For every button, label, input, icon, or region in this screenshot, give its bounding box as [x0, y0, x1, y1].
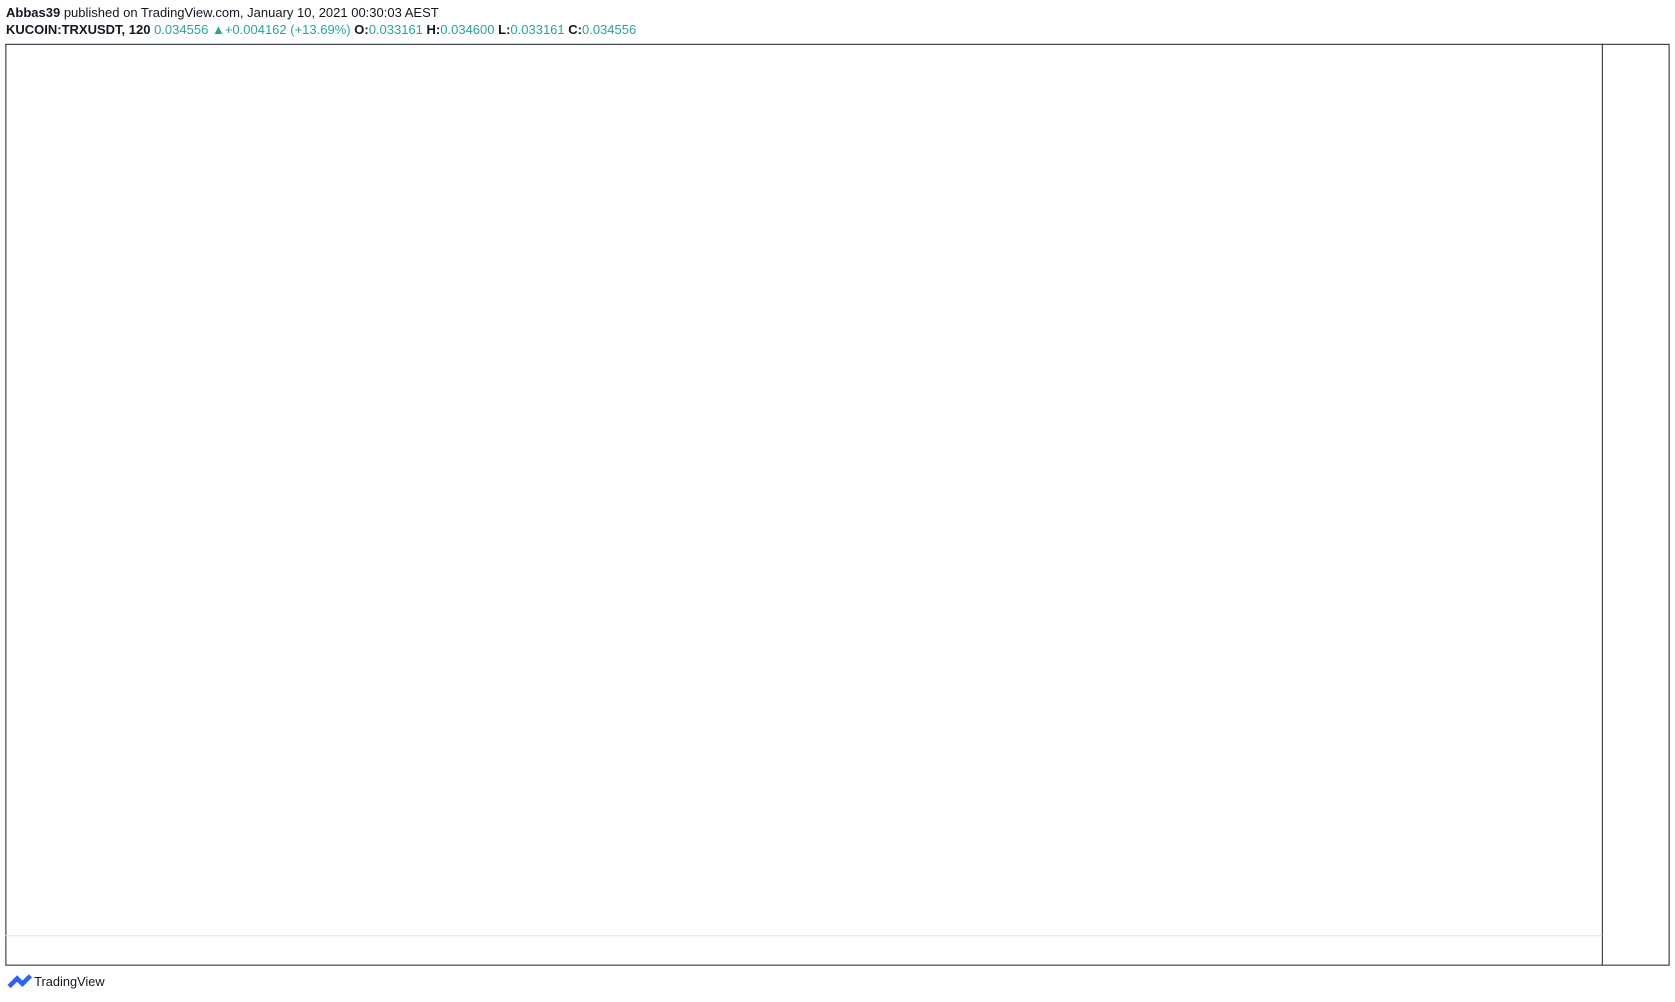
- logo-icon: [7, 974, 33, 989]
- change: +0.004162 (+13.69%): [224, 22, 351, 37]
- o-label: O:: [354, 22, 369, 37]
- published: published on TradingView.com, January 10…: [63, 5, 439, 20]
- last: 0.034556: [154, 22, 209, 37]
- logo: TradingView: [7, 974, 105, 989]
- frame: [5, 43, 1670, 966]
- o: 0.033161: [368, 22, 423, 37]
- c-label: C:: [568, 22, 582, 37]
- publish-line: Abbas39 published on TradingView.com, Ja…: [6, 5, 439, 20]
- l-label: L:: [498, 22, 511, 37]
- h-label: H:: [426, 22, 441, 37]
- symbol: KUCOIN:TRXUSDT, 120: [6, 22, 151, 37]
- header: Abbas39 published on TradingView.com, Ja…: [0, 0, 1675, 44]
- legend-line: KUCOIN:TRXUSDT, 120 0.034556 ▲+0.004162 …: [6, 22, 636, 37]
- author: Abbas39: [6, 5, 61, 20]
- l: 0.033161: [510, 22, 565, 37]
- c: 0.034556: [581, 22, 637, 37]
- arrow: ▲: [211, 22, 225, 37]
- brand: TradingView: [34, 974, 105, 989]
- h: 0.034600: [440, 22, 495, 37]
